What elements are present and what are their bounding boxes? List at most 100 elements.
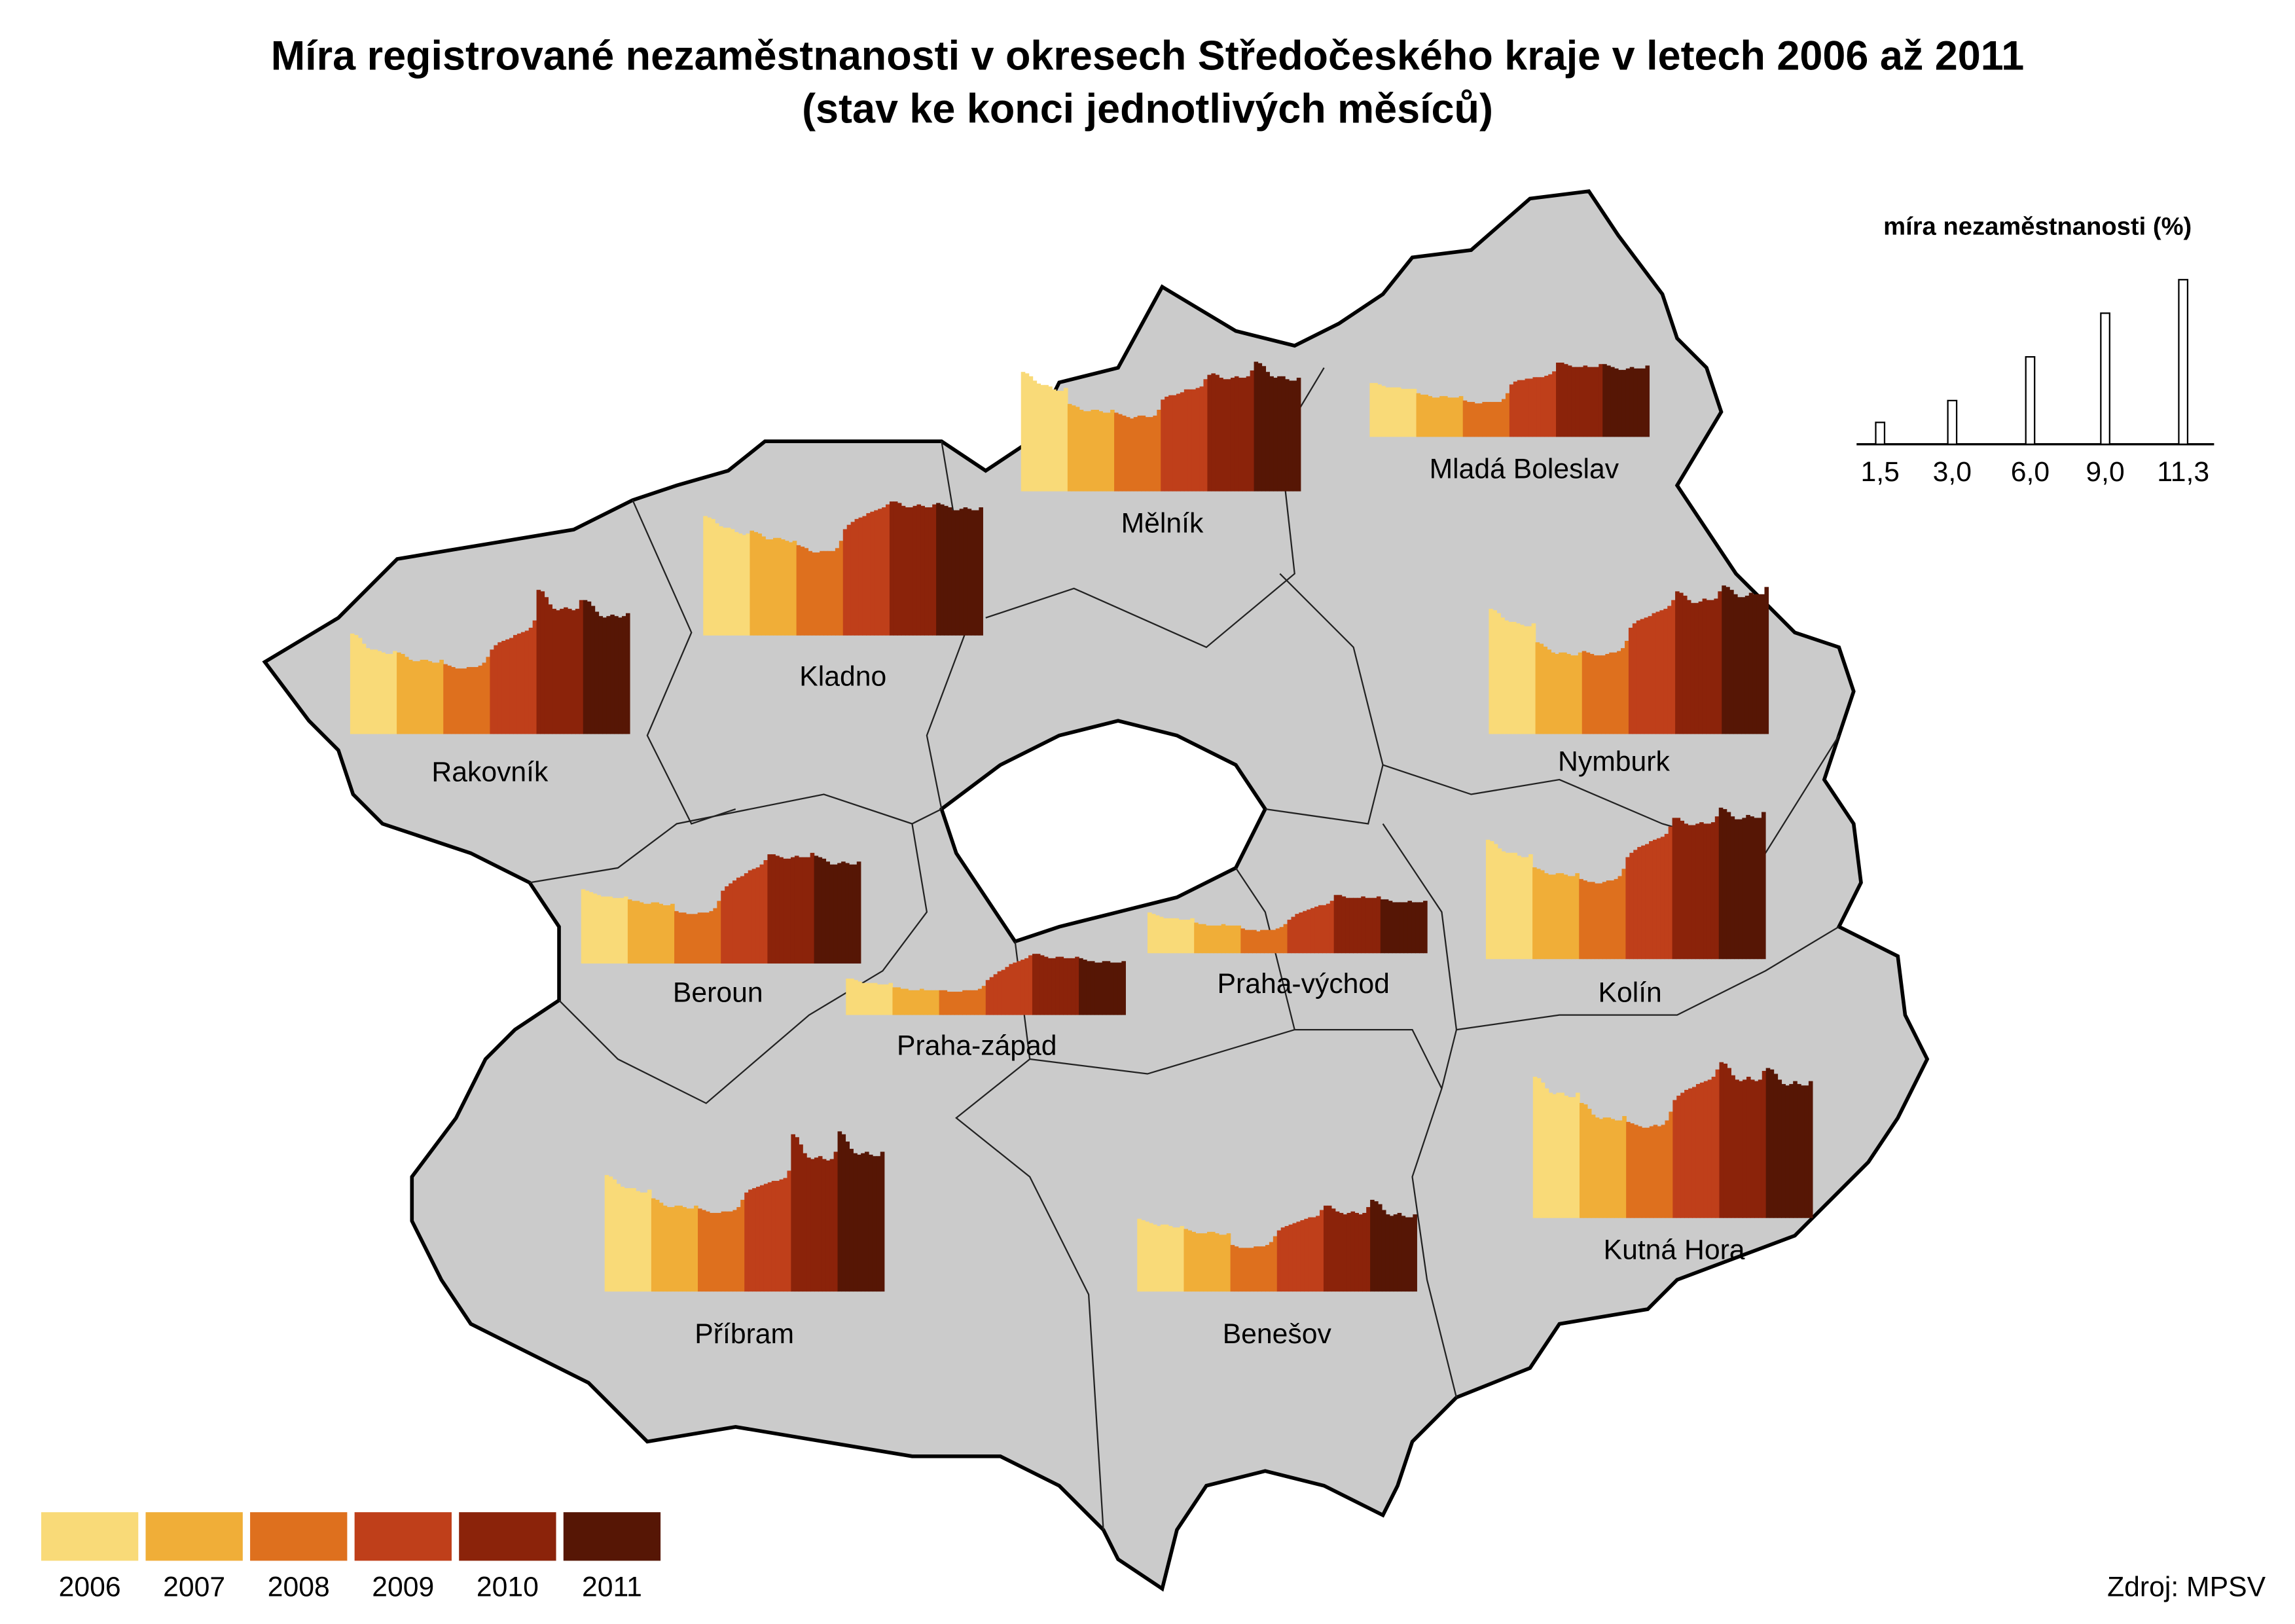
month-bar xyxy=(439,659,444,734)
month-bar xyxy=(1581,651,1587,734)
month-bar xyxy=(1244,929,1249,954)
month-bar xyxy=(732,880,737,964)
month-bar xyxy=(369,649,374,734)
month-bar xyxy=(1718,807,1724,960)
month-bar xyxy=(1159,916,1164,954)
month-bar xyxy=(1059,956,1064,1015)
month-bar xyxy=(1781,1084,1786,1218)
month-bar xyxy=(1602,364,1607,437)
month-bar xyxy=(536,590,541,734)
month-bar xyxy=(1191,389,1197,492)
month-bar xyxy=(1752,594,1758,734)
month-bar xyxy=(435,662,440,734)
month-bar xyxy=(1793,1081,1798,1218)
month-bar xyxy=(1237,925,1242,954)
month-bar xyxy=(1151,914,1156,954)
month-bar xyxy=(1661,1125,1666,1218)
month-bar xyxy=(796,545,801,636)
month-bar xyxy=(470,667,475,734)
district-boundary xyxy=(1456,926,1839,1031)
month-bar xyxy=(1211,373,1216,492)
month-bar xyxy=(1513,852,1518,960)
month-bar xyxy=(579,600,584,734)
month-bar xyxy=(775,856,780,964)
month-bar xyxy=(389,654,393,734)
month-bar xyxy=(1785,1085,1790,1218)
month-bar xyxy=(1259,929,1265,954)
month-bar xyxy=(552,609,556,734)
month-bar xyxy=(1288,380,1293,492)
chart-subtitle: (stav ke konci jednotlivých měsíců) xyxy=(802,86,1493,132)
month-bar xyxy=(1413,1214,1417,1292)
month-bar xyxy=(1684,1089,1689,1218)
month-bar xyxy=(882,507,886,636)
month-bar xyxy=(1528,854,1533,960)
month-bar xyxy=(979,507,983,636)
month-bar xyxy=(1754,1081,1759,1218)
month-bar xyxy=(1500,617,1505,734)
month-bar xyxy=(474,667,479,734)
month-bar xyxy=(1248,929,1253,954)
month-bar xyxy=(752,1188,757,1292)
month-bar xyxy=(1544,1088,1549,1218)
month-bar xyxy=(1715,1069,1720,1218)
legend-swatch xyxy=(354,1512,452,1561)
district-label: Nymburk xyxy=(1558,746,1670,778)
month-bar xyxy=(1519,624,1525,734)
month-bar xyxy=(1628,627,1633,734)
month-bar xyxy=(973,990,979,1015)
month-bar xyxy=(713,908,717,964)
month-bar xyxy=(943,990,948,1015)
month-bar xyxy=(909,507,914,636)
month-bar xyxy=(1656,838,1661,960)
month-bar xyxy=(1376,896,1381,954)
month-bar xyxy=(975,510,980,636)
month-bar xyxy=(1166,918,1172,954)
month-bar xyxy=(1804,1085,1809,1218)
month-bar xyxy=(1540,377,1545,437)
month-bar xyxy=(1323,1205,1328,1292)
month-bar xyxy=(590,605,596,734)
month-bar xyxy=(608,1176,613,1292)
legend-swatch xyxy=(459,1512,556,1561)
month-bar xyxy=(1629,367,1635,437)
month-bar xyxy=(1490,402,1494,437)
month-bar xyxy=(451,667,456,734)
month-bar xyxy=(729,883,733,964)
month-bar xyxy=(1400,902,1405,954)
month-bar xyxy=(846,979,850,1015)
month-bar xyxy=(1575,367,1580,437)
month-bar xyxy=(1617,651,1621,734)
month-bar xyxy=(1256,931,1261,954)
month-bar xyxy=(1645,1127,1650,1218)
month-bar xyxy=(1424,394,1428,437)
month-bar xyxy=(963,507,968,636)
month-bar xyxy=(846,524,852,636)
source-note: Zdroj: MPSV xyxy=(2107,1571,2266,1602)
month-bar xyxy=(1729,590,1734,734)
month-bar xyxy=(1405,1217,1410,1292)
month-bar xyxy=(1079,410,1084,492)
month-bar xyxy=(928,507,933,636)
month-bar xyxy=(1695,823,1700,960)
month-bar xyxy=(604,1175,609,1292)
month-bar xyxy=(670,1207,676,1292)
month-bar xyxy=(1597,655,1602,734)
month-bar xyxy=(1267,929,1273,954)
month-bar xyxy=(1451,397,1456,437)
month-bar xyxy=(1296,1221,1301,1292)
month-bar xyxy=(1789,1084,1794,1218)
month-bar xyxy=(1601,655,1606,734)
month-bar xyxy=(1555,873,1561,960)
month-bar xyxy=(1667,605,1672,734)
month-bar xyxy=(1598,883,1603,960)
month-bar xyxy=(1578,652,1583,734)
month-bar xyxy=(1730,816,1735,960)
month-bar xyxy=(725,886,729,964)
month-bar xyxy=(1531,623,1536,734)
district-label: Rakovník xyxy=(431,756,549,787)
month-bar xyxy=(1246,376,1251,492)
month-bar xyxy=(1486,402,1491,437)
month-bar xyxy=(1117,414,1123,492)
month-bar xyxy=(1532,867,1537,960)
